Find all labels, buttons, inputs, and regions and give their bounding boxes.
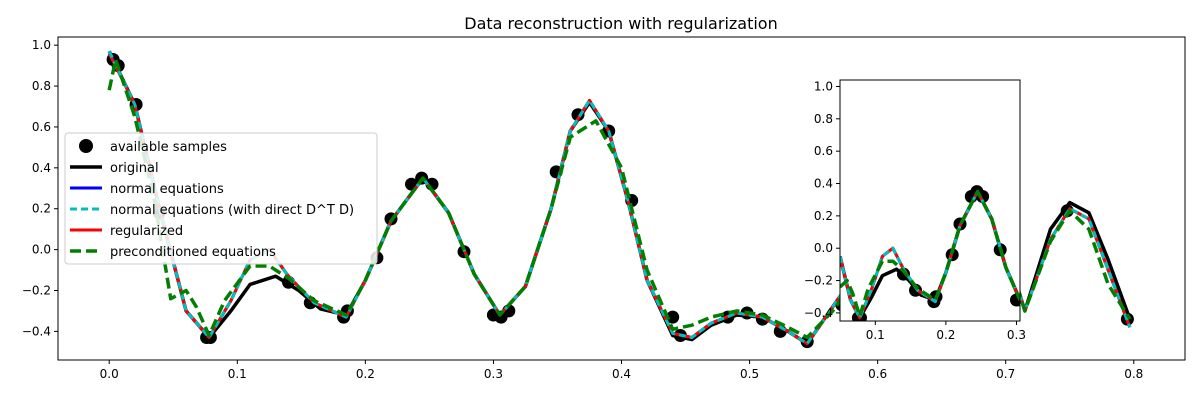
main-x-tick-label: 0.3: [484, 367, 503, 381]
main-y-tick-label: 0.6: [32, 120, 51, 134]
main-series-line-5: [107, 57, 1132, 340]
main-sample-point: [666, 310, 680, 324]
inset-y-tick-label: 0.2: [814, 209, 833, 223]
legend-label: normal equations: [110, 182, 224, 197]
legend-label: preconditioned equations: [110, 245, 276, 260]
legend-item: normal equations (with direct D^T D): [70, 203, 354, 218]
main-x-tick-label: 0.7: [996, 367, 1015, 381]
main-y-tick-label: −0.2: [22, 283, 51, 297]
inset-x-axis: 0.1 0.2 0.3: [866, 321, 1026, 342]
inset-series-line-5: [840, 189, 1020, 318]
inset-y-tick-label: 0.8: [814, 112, 833, 126]
legend-label: original: [110, 161, 159, 176]
inset-y-tick-label: 0.6: [814, 144, 833, 158]
chart-title: Data reconstruction with regularization: [464, 14, 777, 33]
main-y-tick-label: 0.4: [32, 161, 51, 175]
legend-box: [64, 132, 378, 265]
inset-plot-background: [840, 80, 1020, 321]
inset-y-axis: −0.4 −0.2 0.0 0.2 0.4 0.6 0.8 1.0: [804, 79, 840, 320]
inset-y-tick-label: 0.4: [814, 177, 833, 191]
inset-y-tick-label: −0.4: [804, 306, 833, 320]
legend-label: normal equations (with direct D^T D): [110, 203, 354, 218]
main-x-tick-label: 0.4: [612, 367, 631, 381]
main-x-axis: 0.0 0.1 0.2 0.3 0.4 0.5 0.6 0.7 0.8: [100, 360, 1143, 381]
legend-item: preconditioned equations: [70, 245, 276, 260]
legend: available samples original normal equation…: [64, 132, 378, 265]
main-y-tick-label: 1.0: [32, 38, 51, 52]
legend-label: regularized: [110, 224, 183, 239]
main-x-tick-label: 0.6: [868, 367, 887, 381]
inset-x-tick-label: 0.2: [936, 328, 955, 342]
legend-item: regularized: [70, 224, 183, 239]
inset-y-tick-label: 0.0: [814, 241, 833, 255]
main-y-tick-label: 0.2: [32, 202, 51, 216]
main-x-tick-label: 0.8: [1124, 367, 1143, 381]
main-x-tick-label: 0.2: [356, 367, 375, 381]
legend-label: available samples: [110, 140, 227, 155]
legend-item: normal equations: [70, 182, 224, 197]
main-x-tick-label: 0.0: [100, 367, 119, 381]
inset-y-tick-label: −0.2: [804, 274, 833, 288]
legend-item: available samples: [79, 139, 227, 155]
legend-item: original: [70, 161, 159, 176]
inset-plot-frame: [839, 79, 1021, 322]
main-x-tick-label: 0.1: [228, 367, 247, 381]
main-x-tick-label: 0.5: [740, 367, 759, 381]
main-y-tick-label: 0.8: [32, 79, 51, 93]
main-y-tick-label: −0.4: [22, 324, 51, 338]
legend-marker: [79, 139, 93, 153]
inset-y-tick-label: 1.0: [814, 79, 833, 93]
inset-x-tick-label: 0.3: [1007, 328, 1026, 342]
inset-series-group: [840, 185, 1020, 321]
inset-x-tick-label: 0.1: [866, 328, 885, 342]
main-y-tick-label: 0.0: [32, 243, 51, 257]
main-y-axis: −0.4 −0.2 0.0 0.2 0.4 0.6 0.8 1.0: [22, 38, 58, 338]
